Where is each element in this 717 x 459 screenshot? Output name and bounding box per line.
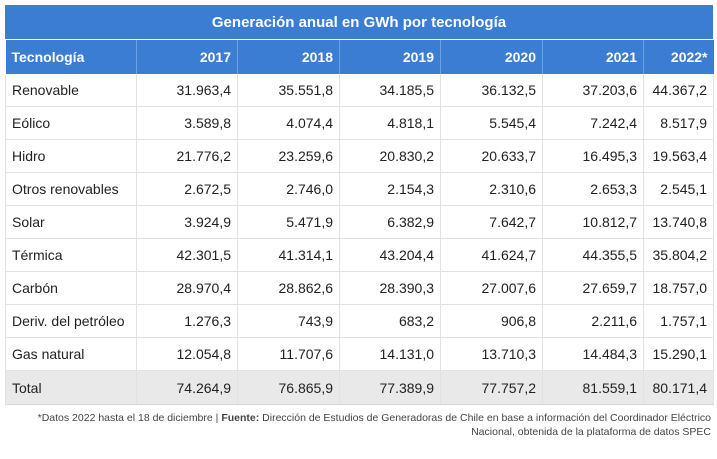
table-cell: 3.924,9: [136, 205, 238, 239]
table-cell: 43.204,4: [339, 238, 441, 272]
table-row: Gas natural 12.054,8 11.707,6 14.131,0 1…: [5, 337, 714, 371]
footnote-source-text: Dirección de Estudios de Generadoras de …: [259, 412, 711, 438]
table-cell: 35.551,8: [237, 74, 340, 107]
header-row: Tecnología 2017 2018 2019 2020 2021 2022…: [5, 40, 714, 74]
table-cell: 28.390,3: [339, 271, 441, 305]
source-footnote: *Datos 2022 hasta el 18 de diciembre | F…: [5, 411, 713, 439]
table-cell: 13.740,8: [643, 205, 714, 239]
header-technology: Tecnología: [5, 40, 137, 74]
table-cell: 12.054,8: [136, 337, 238, 371]
table-cell: 5.471,9: [237, 205, 340, 239]
table-cell: 10.812,7: [542, 205, 644, 239]
total-cell: 81.559,1: [542, 370, 644, 405]
footnote-prefix: *Datos 2022 hasta el 18 de diciembre |: [37, 412, 222, 424]
table-row: Hidro 21.776,2 23.259,6 20.830,2 20.633,…: [5, 139, 714, 173]
total-cell: 76.865,9: [237, 370, 340, 405]
table-cell: 4.818,1: [339, 106, 441, 140]
table-cell: 41.624,7: [440, 238, 543, 272]
table-cell: 44.355,5: [542, 238, 644, 272]
row-label: Hidro: [5, 139, 137, 173]
table-cell: 21.776,2: [136, 139, 238, 173]
table-cell: 7.642,7: [440, 205, 543, 239]
table-cell: 36.132,5: [440, 74, 543, 107]
table-cell: 5.545,4: [440, 106, 543, 140]
row-label: Renovable: [5, 74, 137, 107]
table-row: Otros renovables 2.672,5 2.746,0 2.154,3…: [5, 172, 714, 206]
table-cell: 2.211,6: [542, 304, 644, 338]
table-cell: 8.517,9: [643, 106, 714, 140]
table-cell: 683,2: [339, 304, 441, 338]
table-cell: 15.290,1: [643, 337, 714, 371]
table-cell: 906,8: [440, 304, 543, 338]
table-row: Renovable 31.963,4 35.551,8 34.185,5 36.…: [5, 74, 714, 107]
table-cell: 14.131,0: [339, 337, 441, 371]
row-label: Deriv. del petróleo: [5, 304, 137, 338]
table-cell: 3.589,8: [136, 106, 238, 140]
table-cell: 13.710,3: [440, 337, 543, 371]
table-cell: 42.301,5: [136, 238, 238, 272]
footnote-source-label: Fuente:: [221, 412, 260, 424]
table-cell: 2.310,6: [440, 172, 543, 206]
table-cell: 31.963,4: [136, 74, 238, 107]
table-cell: 743,9: [237, 304, 340, 338]
table-cell: 20.830,2: [339, 139, 441, 173]
table-cell: 2.672,5: [136, 172, 238, 206]
table-cell: 2.653,3: [542, 172, 644, 206]
table-cell: 1.276,3: [136, 304, 238, 338]
table-row: Térmica 42.301,5 41.314,1 43.204,4 41.62…: [5, 238, 714, 272]
table-cell: 2.545,1: [643, 172, 714, 206]
header-year-2020: 2020: [440, 40, 543, 74]
total-cell: 74.264,9: [136, 370, 238, 405]
table-cell: 2.746,0: [237, 172, 340, 206]
table-cell: 37.203,6: [542, 74, 644, 107]
table-cell: 27.659,7: [542, 271, 644, 305]
header-year-2019: 2019: [339, 40, 441, 74]
total-row: Total 74.264,9 76.865,9 77.389,9 77.757,…: [5, 370, 714, 405]
header-year-2022: 2022*: [643, 40, 714, 74]
generation-table-card: Generación anual en GWh por tecnología T…: [5, 5, 714, 439]
table-cell: 11.707,6: [237, 337, 340, 371]
total-cell: 80.171,4: [643, 370, 714, 405]
table-cell: 2.154,3: [339, 172, 441, 206]
table-cell: 1.757,1: [643, 304, 714, 338]
table-cell: 6.382,9: [339, 205, 441, 239]
table-cell: 28.862,6: [237, 271, 340, 305]
generation-table: Tecnología 2017 2018 2019 2020 2021 2022…: [5, 40, 714, 405]
table-cell: 34.185,5: [339, 74, 441, 107]
header-year-2021: 2021: [542, 40, 644, 74]
table-cell: 16.495,3: [542, 139, 644, 173]
table-cell: 28.970,4: [136, 271, 238, 305]
total-cell: 77.389,9: [339, 370, 441, 405]
table-cell: 27.007,6: [440, 271, 543, 305]
table-cell: 23.259,6: [237, 139, 340, 173]
row-label: Solar: [5, 205, 137, 239]
table-cell: 19.563,4: [643, 139, 714, 173]
total-label: Total: [5, 370, 137, 405]
table-cell: 18.757,0: [643, 271, 714, 305]
row-label: Gas natural: [5, 337, 137, 371]
table-cell: 35.804,2: [643, 238, 714, 272]
row-label: Carbón: [5, 271, 137, 305]
table-row: Deriv. del petróleo 1.276,3 743,9 683,2 …: [5, 304, 714, 338]
table-cell: 7.242,4: [542, 106, 644, 140]
header-year-2017: 2017: [136, 40, 238, 74]
table-row: Eólico 3.589,8 4.074,4 4.818,1 5.545,4 7…: [5, 106, 714, 140]
table-row: Carbón 28.970,4 28.862,6 28.390,3 27.007…: [5, 271, 714, 305]
total-cell: 77.757,2: [440, 370, 543, 405]
table-cell: 20.633,7: [440, 139, 543, 173]
table-cell: 41.314,1: [237, 238, 340, 272]
row-label: Eólico: [5, 106, 137, 140]
row-label: Otros renovables: [5, 172, 137, 206]
table-cell: 14.484,3: [542, 337, 644, 371]
table-cell: 44.367,2: [643, 74, 714, 107]
table-title: Generación anual en GWh por tecnología: [5, 5, 713, 39]
table-row: Solar 3.924,9 5.471,9 6.382,9 7.642,7 10…: [5, 205, 714, 239]
table-cell: 4.074,4: [237, 106, 340, 140]
row-label: Térmica: [5, 238, 137, 272]
header-year-2018: 2018: [237, 40, 340, 74]
